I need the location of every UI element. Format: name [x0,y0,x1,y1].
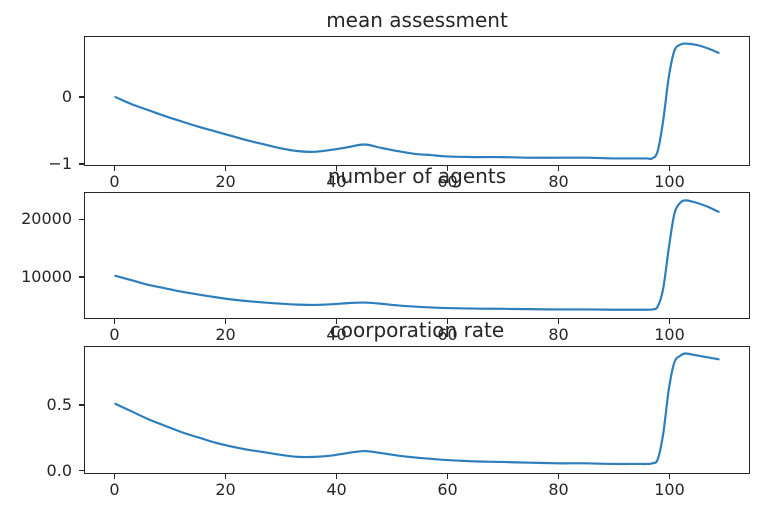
chart-title: coorporation rate [329,318,505,342]
y-tick-label: 20000 [21,209,72,229]
plot-area [84,346,750,474]
x-tick-label: 60 [437,325,458,344]
line-chart-canvas [114,42,720,161]
x-tick-label: 100 [654,172,685,191]
x-tick-mark [668,474,671,479]
chart-title: number of agents [327,164,507,188]
x-tick-mark [224,474,227,479]
x-tick-label: 40 [326,480,347,499]
x-tick-label: 20 [215,172,236,191]
x-tick-label: 0 [109,325,120,344]
x-tick-label: 80 [548,325,569,344]
x-tick-mark [557,166,560,171]
x-tick-mark [113,319,116,324]
x-tick-label: 80 [548,480,569,499]
x-tick-mark [557,319,560,324]
y-tick-mark [79,163,84,165]
x-tick-label: 100 [654,325,685,344]
plot-area [84,192,750,319]
x-tick-mark [113,166,116,171]
x-tick-mark [668,319,671,324]
x-tick-label: 80 [548,172,569,191]
line-series [114,42,720,161]
x-tick-label: 20 [215,325,236,344]
x-tick-mark [224,166,227,171]
line-series [114,199,720,311]
x-tick-mark [446,319,449,324]
y-tick-label: 0.5 [46,395,72,415]
y-tick-mark [79,404,84,406]
x-tick-mark [335,474,338,479]
x-tick-mark [446,474,449,479]
x-tick-mark [446,166,449,171]
y-tick-label: 10000 [21,267,72,287]
plot-area [84,36,750,166]
line-chart-canvas [114,352,720,466]
x-tick-mark [335,166,338,171]
line-chart-canvas [114,199,720,311]
x-tick-mark [668,166,671,171]
x-tick-mark [557,474,560,479]
x-tick-mark [224,319,227,324]
x-tick-label: 40 [326,172,347,191]
y-tick-label: 0.0 [46,460,72,480]
line-series [114,352,720,466]
x-tick-label: 20 [215,480,236,499]
x-tick-mark [113,474,116,479]
x-tick-label: 100 [654,480,685,499]
y-tick-label: −1 [48,153,72,173]
x-tick-label: 0 [109,172,120,191]
x-tick-label: 60 [437,172,458,191]
y-tick-mark [79,96,84,98]
y-tick-mark [79,218,84,220]
x-tick-label: 0 [109,480,120,499]
y-tick-mark [79,469,84,472]
y-tick-mark [79,276,84,278]
x-tick-label: 60 [437,480,458,499]
x-tick-mark [335,319,338,324]
x-tick-label: 40 [326,325,347,344]
y-tick-label: 0 [61,86,72,106]
chart-title: mean assessment [326,8,508,32]
